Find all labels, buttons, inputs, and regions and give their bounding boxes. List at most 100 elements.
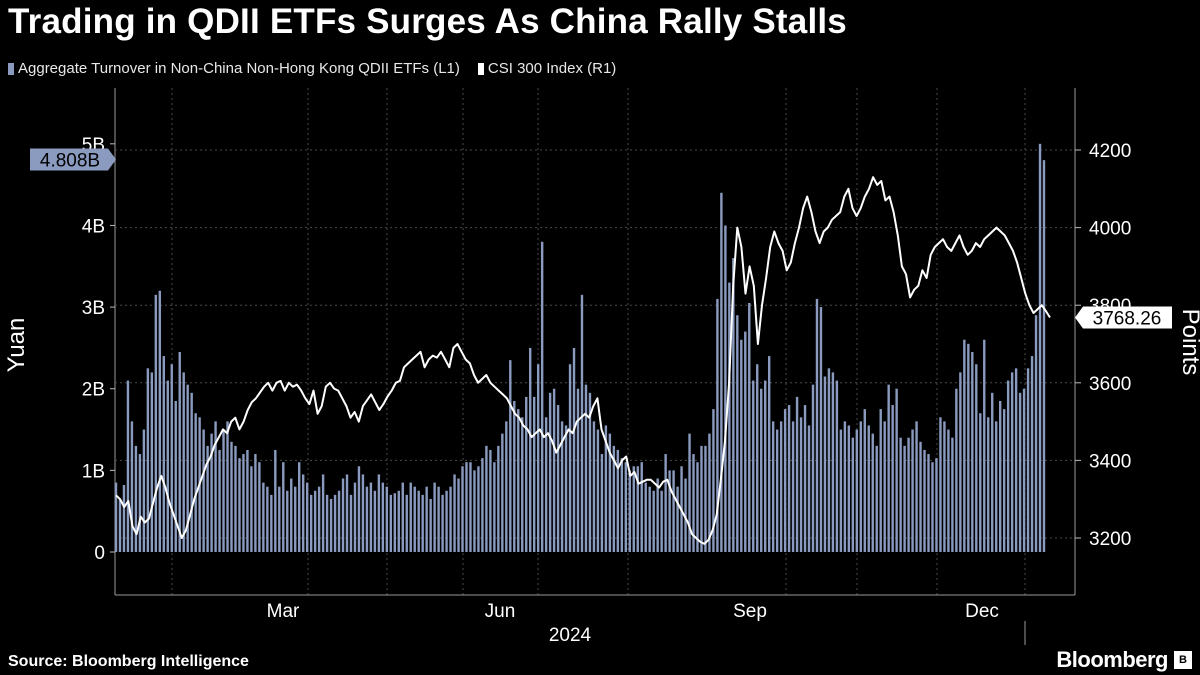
turnover-bar bbox=[815, 298, 819, 552]
turnover-bar bbox=[254, 454, 257, 552]
turnover-bar bbox=[1026, 368, 1030, 552]
turnover-bar bbox=[170, 364, 173, 552]
turnover-bar bbox=[991, 392, 994, 552]
turnover-bar bbox=[365, 486, 369, 552]
turnover-bar bbox=[321, 474, 325, 552]
turnover-bar bbox=[373, 490, 377, 552]
bloomberg-logo: Bloomberg bbox=[1056, 647, 1168, 672]
turnover-bar bbox=[851, 437, 855, 552]
turnover-bar bbox=[1034, 315, 1038, 552]
turnover-bar bbox=[736, 315, 739, 552]
turnover-bar bbox=[341, 478, 345, 552]
turnover-bar bbox=[134, 445, 138, 552]
turnover-bar bbox=[827, 368, 831, 552]
turnover-bar bbox=[867, 425, 870, 552]
turnover-bar bbox=[266, 486, 269, 552]
turnover-bar bbox=[298, 462, 301, 552]
turnover-bar bbox=[572, 347, 576, 552]
turnover-bar bbox=[943, 421, 946, 552]
turnover-bar bbox=[540, 241, 544, 553]
turnover-bar bbox=[875, 445, 878, 552]
turnover-bar bbox=[596, 429, 600, 552]
turnover-bar bbox=[979, 413, 982, 552]
turnover-bar bbox=[612, 445, 616, 552]
turnover-bar bbox=[708, 433, 711, 552]
legend-label-csi300: CSI 300 Index (R1) bbox=[487, 60, 617, 77]
turnover-bar bbox=[361, 474, 365, 552]
turnover-bar bbox=[871, 433, 874, 552]
turnover-bar bbox=[130, 421, 134, 552]
turnover-bar bbox=[1042, 160, 1046, 553]
turnover-bar bbox=[660, 490, 663, 552]
turnover-bar bbox=[855, 429, 859, 552]
turnover-bar bbox=[887, 384, 890, 552]
turnover-bar bbox=[624, 462, 628, 552]
turnover-bar bbox=[684, 478, 687, 552]
turnover-bar bbox=[333, 494, 337, 552]
turnover-bar bbox=[959, 372, 962, 552]
turnover-bar bbox=[987, 417, 990, 552]
right-tick-label: 3600 bbox=[1089, 374, 1131, 395]
turnover-bar bbox=[676, 486, 679, 552]
turnover-bar bbox=[234, 445, 237, 552]
turnover-bar bbox=[114, 482, 118, 552]
turnover-bar bbox=[473, 470, 476, 552]
turnover-bar bbox=[756, 364, 759, 552]
turnover-bar bbox=[911, 429, 914, 552]
left-tick-label: 3B bbox=[82, 298, 105, 319]
turnover-bar bbox=[381, 482, 385, 552]
turnover-bar bbox=[1030, 356, 1034, 552]
turnover-bar bbox=[146, 368, 150, 552]
turnover-bar bbox=[779, 421, 783, 552]
turnover-bar bbox=[1038, 143, 1042, 552]
turnover-bar bbox=[178, 351, 181, 552]
turnover-callout-label: 4.808B bbox=[40, 150, 100, 171]
turnover-bar bbox=[604, 425, 608, 552]
turnover-bar bbox=[652, 490, 655, 552]
turnover-bar bbox=[963, 339, 966, 552]
turnover-bar bbox=[401, 482, 404, 552]
turnover-bar bbox=[771, 421, 775, 552]
turnover-bar bbox=[206, 445, 209, 552]
turnover-bar bbox=[564, 425, 568, 552]
turnover-bar bbox=[656, 478, 659, 552]
turnover-bar bbox=[274, 449, 277, 552]
turnover-bar bbox=[1014, 368, 1018, 552]
turnover-bar bbox=[879, 409, 882, 552]
turnover-bar bbox=[915, 421, 918, 552]
turnover-bar bbox=[600, 454, 604, 552]
brand: Bloomberg B bbox=[1056, 647, 1192, 673]
turnover-bar bbox=[632, 466, 635, 552]
turnover-bar bbox=[505, 421, 508, 552]
turnover-bar bbox=[481, 458, 484, 552]
turnover-bar bbox=[493, 462, 496, 552]
turnover-bar bbox=[791, 421, 795, 552]
turnover-bar bbox=[732, 258, 735, 552]
turnover-bar bbox=[441, 494, 444, 552]
turnover-bar bbox=[644, 482, 647, 552]
turnover-bar bbox=[437, 486, 440, 552]
turnover-bar bbox=[628, 470, 631, 552]
turnover-bar bbox=[118, 498, 122, 552]
turnover-bar bbox=[218, 449, 221, 552]
turnover-bar bbox=[560, 421, 564, 552]
turnover-bar bbox=[843, 421, 847, 552]
turnover-bar bbox=[425, 486, 428, 552]
turnover-bar bbox=[202, 429, 205, 552]
csi300-callout-label: 3768.26 bbox=[1093, 309, 1162, 330]
right-tick-label: 4200 bbox=[1089, 141, 1131, 162]
turnover-bar bbox=[294, 486, 297, 552]
turnover-bar bbox=[847, 425, 851, 552]
left-tick-label: 0 bbox=[94, 543, 105, 564]
turnover-bar bbox=[409, 482, 412, 552]
turnover-bar bbox=[238, 458, 241, 552]
turnover-bar bbox=[799, 417, 803, 552]
turnover-bar bbox=[353, 482, 357, 552]
turnover-bar bbox=[608, 433, 612, 552]
turnover-bar bbox=[556, 405, 560, 552]
turnover-bar bbox=[931, 462, 934, 552]
turnover-bar bbox=[1018, 392, 1022, 552]
turnover-bar bbox=[497, 445, 500, 552]
turnover-bar bbox=[640, 462, 643, 552]
